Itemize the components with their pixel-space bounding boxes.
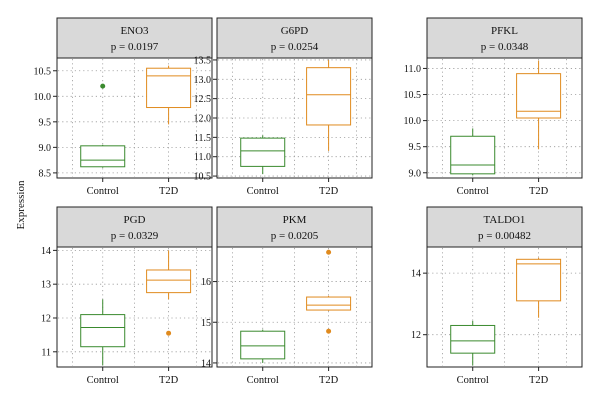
box-body — [306, 67, 352, 126]
outlier-point — [166, 330, 172, 336]
panel-header — [56, 206, 213, 248]
x-tick-label: T2D — [319, 375, 339, 386]
y-tick-label: 11.0 — [194, 152, 211, 163]
x-tick-label: T2D — [529, 375, 549, 386]
panel-pvalue: p = 0.0197 — [111, 41, 159, 53]
y-tick-label: 9.5 — [409, 142, 422, 153]
box-t2d — [146, 250, 192, 336]
y-tick-label: 11.5 — [194, 133, 211, 144]
y-tick-label: 12.0 — [194, 114, 212, 125]
box-body — [80, 145, 126, 168]
box-body — [240, 137, 286, 167]
box-body — [146, 269, 192, 294]
y-tick-label: 12 — [41, 313, 51, 324]
box-body — [516, 258, 562, 302]
box-t2d — [146, 65, 192, 125]
y-tick-label: 13 — [41, 280, 51, 291]
y-tick-label: 12.5 — [194, 94, 212, 105]
box-control — [450, 320, 496, 366]
panel-title: ENO3 — [120, 25, 149, 37]
box-t2d — [516, 60, 562, 150]
panel-pfkl: PFKL p = 0.0348 9.0 9.5 10.0 10.5 11.0 Control T… — [404, 17, 583, 197]
panel-pvalue: p = 0.0254 — [271, 41, 319, 53]
x-tick-label: Control — [87, 375, 119, 386]
x-tick-label: T2D — [159, 186, 179, 197]
panel-pvalue: p = 0.00482 — [478, 230, 531, 242]
x-tick-label: T2D — [159, 375, 179, 386]
y-tick-label: 10.0 — [404, 116, 422, 127]
box-body — [146, 67, 192, 109]
panel-header — [216, 17, 373, 59]
x-tick-label: T2D — [529, 186, 549, 197]
outlier-point — [326, 249, 332, 255]
y-tick-label: 10.5 — [194, 172, 212, 183]
box-body — [240, 330, 286, 360]
y-tick-label: 14 — [201, 358, 211, 369]
panel-pgd: PGD p = 0.0329 11 12 13 14 Control T2D — [41, 206, 213, 386]
box-control — [240, 329, 286, 363]
panel-title: TALDO1 — [484, 214, 526, 226]
box-body — [516, 73, 562, 119]
box-t2d — [306, 59, 352, 151]
panel-title: PFKL — [491, 25, 518, 37]
y-tick-label: 9.5 — [39, 117, 52, 128]
y-tick-label: 9.0 — [39, 143, 52, 154]
y-tick-label: 13.0 — [194, 75, 212, 86]
panel-pkm: PKM p = 0.0205 14 15 16 Control T2D — [201, 206, 373, 386]
box-body — [306, 296, 352, 311]
x-tick-label: Control — [457, 186, 489, 197]
y-tick-label: 10.5 — [34, 66, 52, 77]
box-t2d — [306, 249, 352, 334]
box-control — [80, 299, 126, 366]
outlier-point — [100, 83, 106, 89]
panel-pvalue: p = 0.0348 — [481, 41, 529, 53]
y-tick-label: 14 — [41, 246, 51, 257]
box-control — [240, 135, 286, 175]
outlier-point — [326, 328, 332, 334]
panel-eno3: ENO3 p = 0.0197 8.5 9.0 9.5 10.0 10.5 Control T2… — [34, 17, 213, 197]
panel-title: G6PD — [281, 25, 309, 37]
y-tick-label: 16 — [201, 277, 211, 288]
box-body — [450, 324, 496, 354]
box-control — [80, 83, 126, 168]
box-body — [450, 135, 496, 175]
panel-g6pd: G6PD p = 0.0254 10.5 11.0 11.5 12.0 12.5 13.0 13… — [194, 17, 373, 197]
panel-title: PKM — [283, 214, 307, 226]
x-tick-label: Control — [247, 375, 279, 386]
panel-pvalue: p = 0.0329 — [111, 230, 159, 242]
y-tick-label: 13.5 — [194, 55, 212, 66]
y-tick-label: 8.5 — [39, 168, 52, 179]
y-axis-label: Expression — [15, 180, 27, 229]
box-body — [80, 314, 126, 348]
x-tick-label: Control — [457, 375, 489, 386]
y-tick-label: 11.0 — [404, 64, 421, 75]
y-tick-label: 12 — [411, 330, 421, 341]
panel-title: PGD — [123, 214, 145, 226]
y-tick-label: 15 — [201, 318, 211, 329]
panel-header — [56, 17, 213, 59]
y-tick-label: 14 — [411, 269, 421, 280]
y-tick-label: 11 — [41, 347, 51, 358]
x-tick-label: Control — [247, 186, 279, 197]
y-tick-label: 10.5 — [404, 90, 422, 101]
box-t2d — [516, 257, 562, 318]
x-tick-label: T2D — [319, 186, 339, 197]
panel-taldo1: TALDO1 p = 0.00482 12 14 Control T2D — [411, 206, 583, 386]
x-tick-label: Control — [87, 186, 119, 197]
y-tick-label: 10.0 — [34, 92, 52, 103]
y-tick-label: 9.0 — [409, 168, 422, 179]
box-control — [450, 128, 496, 176]
panel-header — [426, 17, 583, 59]
panel-pvalue: p = 0.0205 — [271, 230, 319, 242]
